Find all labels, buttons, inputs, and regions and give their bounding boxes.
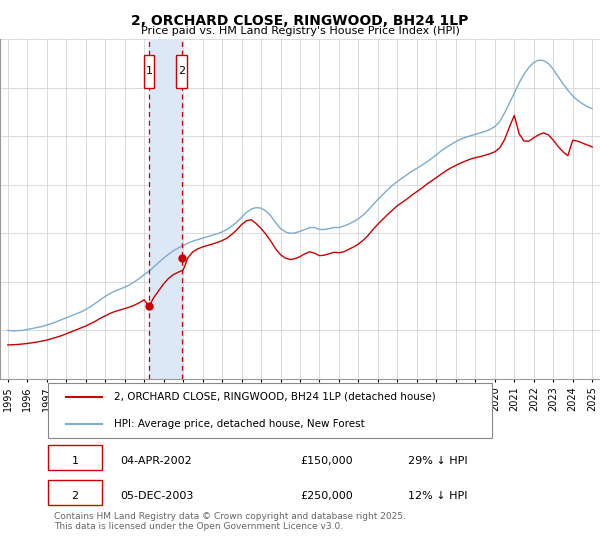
Text: 1: 1 [71,456,79,466]
Text: £250,000: £250,000 [300,492,353,501]
Text: £150,000: £150,000 [300,456,353,466]
Text: Contains HM Land Registry data © Crown copyright and database right 2025.
This d: Contains HM Land Registry data © Crown c… [54,512,406,531]
Text: 2: 2 [71,492,79,501]
FancyBboxPatch shape [176,55,187,88]
Text: 12% ↓ HPI: 12% ↓ HPI [408,492,467,501]
Text: 2, ORCHARD CLOSE, RINGWOOD, BH24 1LP (detached house): 2, ORCHARD CLOSE, RINGWOOD, BH24 1LP (de… [114,392,436,402]
Text: 1: 1 [146,66,152,76]
Text: 04-APR-2002: 04-APR-2002 [120,456,192,466]
Bar [149,39,182,379]
Text: 2, ORCHARD CLOSE, RINGWOOD, BH24 1LP: 2, ORCHARD CLOSE, RINGWOOD, BH24 1LP [131,14,469,28]
Text: Price paid vs. HM Land Registry's House Price Index (HPI): Price paid vs. HM Land Registry's House … [140,26,460,36]
FancyBboxPatch shape [48,445,102,470]
FancyBboxPatch shape [48,480,102,505]
Text: HPI: Average price, detached house, New Forest: HPI: Average price, detached house, New … [114,418,365,428]
FancyBboxPatch shape [48,382,492,438]
Text: 05-DEC-2003: 05-DEC-2003 [120,492,193,501]
FancyBboxPatch shape [143,55,154,88]
Text: 29% ↓ HPI: 29% ↓ HPI [408,456,467,466]
Text: 2: 2 [178,66,185,76]
